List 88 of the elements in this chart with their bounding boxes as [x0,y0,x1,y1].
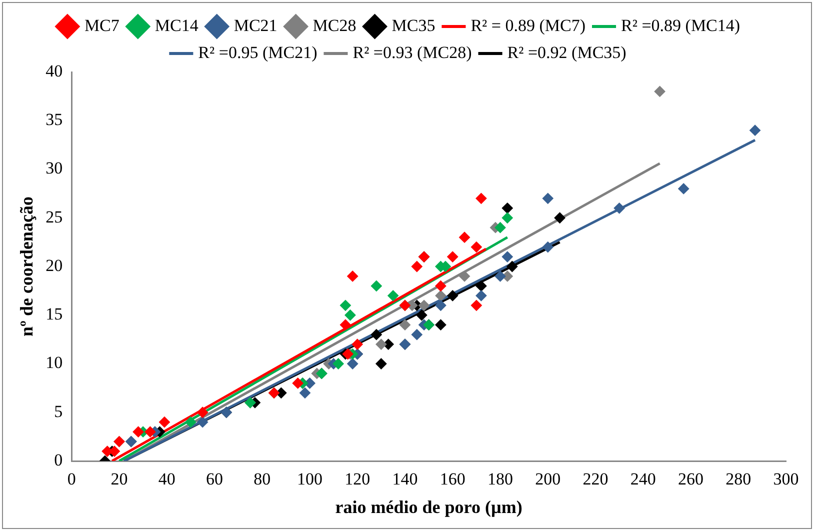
point [470,300,482,311]
y-tick-label: 40 [46,61,63,80]
point [750,124,761,136]
y-tick-label: 15 [46,304,63,324]
point [376,358,387,370]
y-axis-title: nº de coordenação [16,196,36,336]
point [347,358,358,370]
point [299,387,310,398]
point [476,280,487,292]
x-tick-label: 100 [296,470,322,489]
x-tick-label: 240 [630,470,656,489]
x-tick-label: 40 [158,470,176,489]
x-tick-label: 220 [582,470,608,489]
x-tick-label: 60 [206,470,223,489]
point [132,426,144,438]
point [614,202,625,214]
point [459,270,470,282]
x-tick-label: 180 [487,470,513,489]
legend-label: MC28 [312,16,356,35]
point [197,416,208,428]
y-tick-label: 0 [54,450,63,470]
point [435,300,446,311]
point [370,280,382,292]
point [352,338,363,350]
point [347,270,358,282]
legend-label: R² =0.92 (MC35) [507,42,626,62]
x-tick-label: 200 [535,470,561,489]
point [197,406,208,418]
point [411,329,422,340]
point [376,338,387,350]
x-tick-label: 140 [392,470,418,489]
legend-label: R² =0.89 (MC14) [621,16,740,35]
legend-label: R² =0.95 (MC21) [198,42,318,62]
point [494,222,506,234]
point [399,319,410,330]
point [502,212,513,224]
point [506,261,518,272]
point [342,348,354,360]
x-tick-label: 260 [678,470,704,489]
point [502,202,513,214]
point [447,290,458,302]
point [494,270,506,282]
point [332,358,344,370]
legend-label: R² =0.93 (MC28) [352,42,472,62]
point [542,192,554,204]
legend-label: MC21 [234,16,278,35]
point [470,242,482,253]
point [340,319,351,330]
point [370,329,382,340]
legend-label: MC7 [84,16,120,35]
point [476,290,487,302]
x-tick-label: 280 [726,470,752,489]
legend-label: MC14 [154,16,199,35]
point [292,378,304,389]
x-tick-label: 20 [110,470,128,489]
point [388,290,399,302]
y-tick-label: 5 [54,402,63,421]
point [144,426,156,438]
x-axis-title: raio médio de poro (µm) [335,496,522,517]
point [502,251,513,262]
point [418,300,430,311]
y-tick-label: 10 [46,353,63,372]
point [447,251,458,262]
x-tick-label: 80 [254,470,271,489]
x-tick-label: 160 [440,470,466,489]
x-tick-label: 0 [67,470,76,489]
point [554,212,566,224]
point [678,183,690,194]
point [476,192,487,204]
point [411,261,422,272]
point [158,416,170,428]
point [459,232,470,243]
point [435,319,446,330]
legend-label: MC35 [392,16,436,35]
point [416,310,428,321]
point [654,86,666,97]
x-tick-label: 300 [773,470,799,489]
y-tick-label: 35 [46,110,63,130]
point [542,242,554,253]
x-tick-label: 120 [344,470,370,489]
point [435,290,446,302]
point [344,310,356,321]
y-tick-label: 30 [46,158,63,178]
y-tick-label: 25 [46,207,63,226]
point [340,300,351,311]
legend-label: R² = 0.89 (MC7) [470,16,586,35]
point [435,280,446,292]
y-tick-label: 20 [46,256,63,275]
